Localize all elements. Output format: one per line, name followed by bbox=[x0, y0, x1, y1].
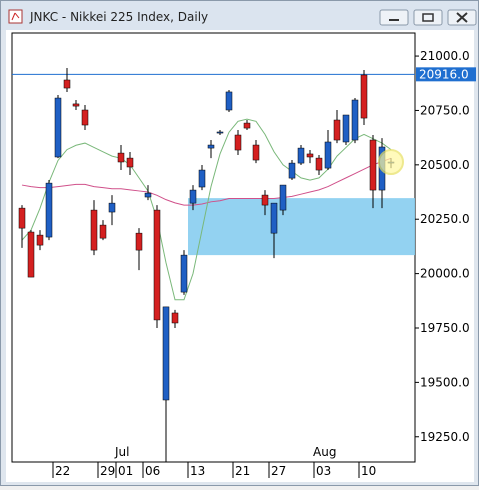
candle-body bbox=[252, 144, 260, 161]
candle-body bbox=[243, 122, 251, 129]
ma-line bbox=[21, 157, 392, 206]
y-tick-label: 19250.0 bbox=[420, 430, 470, 444]
y-tick-label: 19500.0 bbox=[420, 375, 470, 389]
candle-body bbox=[207, 144, 215, 149]
candle-body bbox=[36, 234, 44, 246]
candle-body bbox=[297, 147, 305, 164]
candle-body bbox=[72, 103, 80, 107]
candle-body bbox=[135, 232, 143, 251]
y-tick-label: 21000.0 bbox=[420, 49, 470, 63]
candle-body bbox=[270, 202, 278, 234]
y-tick-label: 20250.0 bbox=[420, 212, 470, 226]
candle-body bbox=[333, 119, 341, 141]
x-tick-label: 22 bbox=[55, 464, 70, 478]
candle-body bbox=[234, 134, 242, 151]
candle-body bbox=[369, 139, 377, 191]
candle-body bbox=[126, 157, 134, 168]
zone bbox=[188, 198, 415, 256]
x-tick-label: 06 bbox=[145, 464, 160, 478]
y-tick-label: 19750.0 bbox=[420, 321, 470, 335]
candle-body bbox=[351, 99, 359, 141]
month-label: Aug bbox=[313, 445, 336, 459]
app-icon bbox=[8, 9, 23, 24]
candle-body bbox=[54, 97, 62, 158]
x-tick-label: 13 bbox=[190, 464, 205, 478]
y-tick-label: 20000.0 bbox=[420, 267, 470, 281]
candle-body bbox=[90, 209, 98, 251]
candle-body bbox=[261, 194, 269, 206]
x-tick-label: 27 bbox=[271, 464, 286, 478]
plot bbox=[12, 68, 415, 462]
candle-body bbox=[117, 152, 125, 163]
candle-body bbox=[189, 189, 197, 204]
candle-body bbox=[360, 74, 368, 119]
candle-body bbox=[81, 109, 89, 126]
x-tick-label: 10 bbox=[361, 464, 376, 478]
y-tick-label: 20750.0 bbox=[420, 103, 470, 117]
x-tick-label: 01 bbox=[118, 464, 133, 478]
x-tick-label: 21 bbox=[235, 464, 250, 478]
candle-body bbox=[153, 209, 161, 321]
month-label: Jul bbox=[114, 445, 129, 459]
price-label: 20916.0 bbox=[419, 67, 469, 81]
x-tick-label: 29 bbox=[100, 464, 115, 478]
candle-body bbox=[45, 182, 53, 238]
candle-body bbox=[63, 79, 71, 89]
price-label-box bbox=[416, 67, 476, 82]
candle-body bbox=[18, 207, 26, 229]
chart-area bbox=[6, 30, 474, 482]
candle-body bbox=[315, 157, 323, 171]
restore-button[interactable] bbox=[413, 9, 443, 26]
y-tick-label: 20500.0 bbox=[420, 158, 470, 172]
candle-body bbox=[198, 169, 206, 188]
candle-body bbox=[324, 141, 332, 169]
candle-body bbox=[99, 224, 107, 239]
minimize-button[interactable] bbox=[379, 9, 409, 26]
candle-body bbox=[180, 254, 188, 293]
candle-body bbox=[216, 131, 224, 134]
candle-body bbox=[144, 192, 152, 198]
window-buttons[interactable] bbox=[379, 9, 477, 26]
highlight-glow bbox=[378, 149, 404, 176]
candle-body bbox=[108, 202, 116, 213]
candle-body bbox=[225, 91, 233, 111]
candle-body bbox=[171, 312, 179, 324]
window-title: JNKC - Nikkei 225 Index, Daily bbox=[29, 10, 208, 24]
candle-body bbox=[279, 184, 287, 211]
candle-body bbox=[162, 306, 170, 401]
candle-body bbox=[27, 231, 35, 278]
x-tick-label: 03 bbox=[316, 464, 331, 478]
candle-body bbox=[288, 162, 296, 179]
candle-body bbox=[342, 114, 350, 143]
candle-body bbox=[306, 153, 314, 158]
